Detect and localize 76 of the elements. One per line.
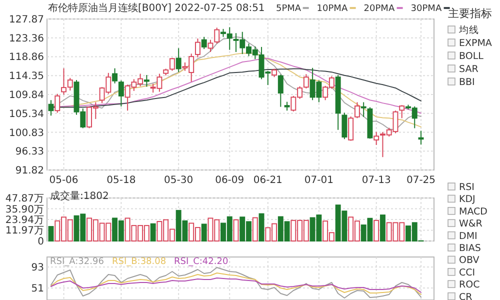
bar xyxy=(48,226,54,242)
text: CCI xyxy=(459,267,476,278)
legend-label: 30PMA xyxy=(410,4,442,14)
candlestick xyxy=(176,48,182,73)
candlestick xyxy=(360,102,366,118)
candlestick xyxy=(278,74,284,108)
x-tick-label: 05-06 xyxy=(49,175,78,186)
text: OBV xyxy=(459,255,480,266)
line-series xyxy=(50,278,422,293)
candlestick xyxy=(118,80,124,107)
series-label: RSI_A:32.96 xyxy=(50,257,104,267)
candlestick xyxy=(214,27,220,44)
y-tick-label: 109.84 xyxy=(9,90,44,102)
y-tick-label: 93 xyxy=(31,262,44,274)
y-tick-label: 96.33 xyxy=(15,146,44,158)
text: SAR xyxy=(459,64,479,75)
text: W&R xyxy=(459,218,483,230)
bar xyxy=(258,213,264,242)
bar xyxy=(380,214,386,242)
candlestick xyxy=(399,104,405,119)
text: MACD xyxy=(459,206,488,218)
y-tick-label: 11.97万 xyxy=(5,226,44,237)
candlestick xyxy=(342,112,348,140)
text: CR xyxy=(459,292,473,300)
y-tick-label: 114.35 xyxy=(9,71,44,82)
x-tick-label: 07-13 xyxy=(362,175,391,186)
x-tick-label: 07-01 xyxy=(304,175,334,186)
candlestick xyxy=(374,131,380,146)
y-tick-label: 0 xyxy=(38,236,44,248)
candlestick xyxy=(194,38,200,58)
text: RSI xyxy=(459,182,474,193)
text: ROC xyxy=(459,280,480,291)
candlestick xyxy=(201,36,207,50)
series-label: RSI_C:42.20 xyxy=(174,257,228,267)
bar xyxy=(201,224,207,242)
candlestick xyxy=(169,57,175,72)
y-tick-label: 35.90万 xyxy=(5,204,44,216)
y-tick-label: 91.82 xyxy=(15,166,44,176)
y-tick-label: 105.34 xyxy=(9,108,44,120)
y-tick-label: 51 xyxy=(31,284,44,294)
y-tick-label: 100.83 xyxy=(9,128,44,139)
candlestick xyxy=(112,68,118,84)
candlestick xyxy=(144,74,150,88)
x-tick-label: 05-30 xyxy=(164,175,194,186)
text: BIAS xyxy=(459,243,481,254)
y-tick-label: 127.87 xyxy=(9,14,44,26)
legend-label: 10PMA xyxy=(316,4,348,14)
line-series xyxy=(50,272,422,295)
x-tick-label: 07-25 xyxy=(406,175,436,186)
legend-label: 20PMA xyxy=(364,4,396,14)
chart-title: 成交量:1802 xyxy=(50,190,109,202)
line-series xyxy=(50,267,422,298)
series-label: RSI_B:38.08 xyxy=(112,257,166,267)
y-tick-label: 118.86 xyxy=(9,52,44,64)
text: BOLL xyxy=(459,51,484,62)
candlestick xyxy=(354,102,360,119)
candlestick xyxy=(54,93,60,114)
legend-label: 5PMA xyxy=(276,4,302,14)
chart-title: 布伦特原油当月连续[B00Y] 2022-07-25 08:51 xyxy=(48,2,265,14)
text: DMI xyxy=(459,230,478,242)
x-tick-label: 06-09 xyxy=(215,175,244,186)
text: BBI xyxy=(459,77,475,88)
text: 均线 xyxy=(458,24,479,36)
text: 主要指标 xyxy=(448,7,492,20)
y-tick-label: 23.94万 xyxy=(5,214,44,226)
candlestick xyxy=(348,116,354,142)
text: EXPMA xyxy=(459,38,492,49)
bar xyxy=(150,223,156,242)
candlestick xyxy=(48,100,54,116)
y-tick-label: 47.87万 xyxy=(5,194,44,204)
x-tick-label: 06-21 xyxy=(253,175,282,186)
text: KDJ xyxy=(459,194,476,206)
y-tick-label: 123.36 xyxy=(9,33,44,44)
x-tick-label: 05-18 xyxy=(106,175,136,186)
candlestick xyxy=(208,39,214,52)
candlestick xyxy=(303,74,309,89)
